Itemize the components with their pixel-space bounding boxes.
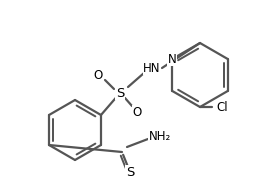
Text: S: S <box>126 166 134 179</box>
Text: O: O <box>132 105 142 119</box>
Text: S: S <box>116 87 124 100</box>
Text: Cl: Cl <box>216 100 228 114</box>
Text: NH₂: NH₂ <box>149 130 171 142</box>
Text: HN: HN <box>143 61 161 75</box>
Text: N: N <box>168 53 177 65</box>
Text: O: O <box>93 68 103 82</box>
